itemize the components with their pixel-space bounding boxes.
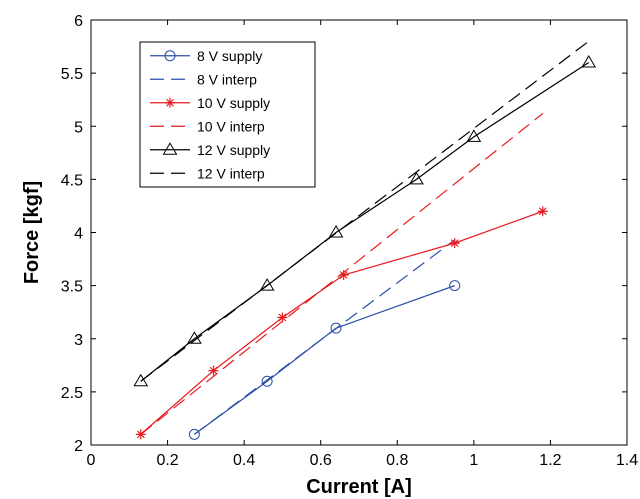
y-axis-title: Force [kgf] — [21, 181, 43, 284]
y-tick-label: 2.5 — [61, 385, 83, 402]
legend-label: 10 V interp — [197, 118, 265, 134]
x-tick-label: 0.8 — [386, 452, 408, 469]
legend-label: 10 V supply — [197, 95, 270, 111]
data-point — [261, 375, 273, 387]
x-axis-title: Current [A] — [306, 476, 412, 498]
y-tick-label: 4.5 — [61, 172, 83, 189]
series-4 — [133, 55, 597, 387]
data-point — [581, 55, 597, 68]
series-line — [140, 113, 544, 435]
legend-box — [139, 41, 316, 188]
data-point — [133, 373, 149, 387]
y-tick-label: 3.5 — [61, 279, 83, 296]
x-tick-label: 1.4 — [616, 452, 638, 469]
x-tick-label: 1 — [469, 452, 478, 469]
y-tick-label: 5.5 — [61, 66, 83, 83]
data-point — [338, 270, 349, 280]
y-tick-label: 6 — [74, 13, 83, 30]
data-point — [277, 312, 288, 323]
data-point — [449, 280, 461, 292]
legend-marker — [165, 97, 175, 108]
data-point — [330, 322, 342, 334]
x-tick-label: 0.4 — [233, 452, 255, 469]
data-point — [328, 225, 344, 238]
series-5 — [140, 40, 590, 382]
data-point — [537, 206, 548, 217]
series-1 — [194, 239, 456, 435]
series-line — [140, 40, 590, 382]
legend: 8 V supply 8 V interp 10 V supply 10 V inte… — [139, 41, 316, 188]
y-tick-label: 5 — [74, 119, 83, 136]
data-point — [259, 278, 275, 291]
data-point — [135, 429, 146, 440]
x-tick-label: 1.2 — [539, 452, 561, 469]
legend-label: 8 V supply — [197, 48, 262, 64]
legend-label: 12 V interp — [197, 165, 265, 181]
y-tick-label: 4 — [74, 226, 83, 243]
y-tick-label: 2 — [74, 438, 83, 455]
data-point — [449, 238, 460, 249]
data-point — [208, 365, 219, 376]
legend-label: 8 V interp — [197, 71, 257, 87]
data-point — [188, 428, 200, 440]
data-point — [409, 171, 424, 185]
x-tick-label: 0.2 — [156, 452, 178, 469]
data-point — [466, 129, 482, 142]
legend-marker — [162, 142, 178, 155]
series-line — [140, 61, 590, 382]
series-line — [194, 239, 456, 435]
series-layer — [133, 40, 597, 440]
series-3 — [140, 113, 544, 435]
y-tick-label: 3 — [74, 332, 83, 349]
x-tick-label: 0 — [87, 452, 96, 469]
ticks-layer: 0 0.2 0.4 0.6 0.8 1 1.2 1.4 2 2.5 3 3.5 4 4.5 5 5.5 6 — [61, 13, 638, 469]
x-tick-label: 0.6 — [310, 452, 332, 469]
legend-marker — [164, 50, 176, 62]
legend-label: 12 V supply — [197, 142, 270, 158]
